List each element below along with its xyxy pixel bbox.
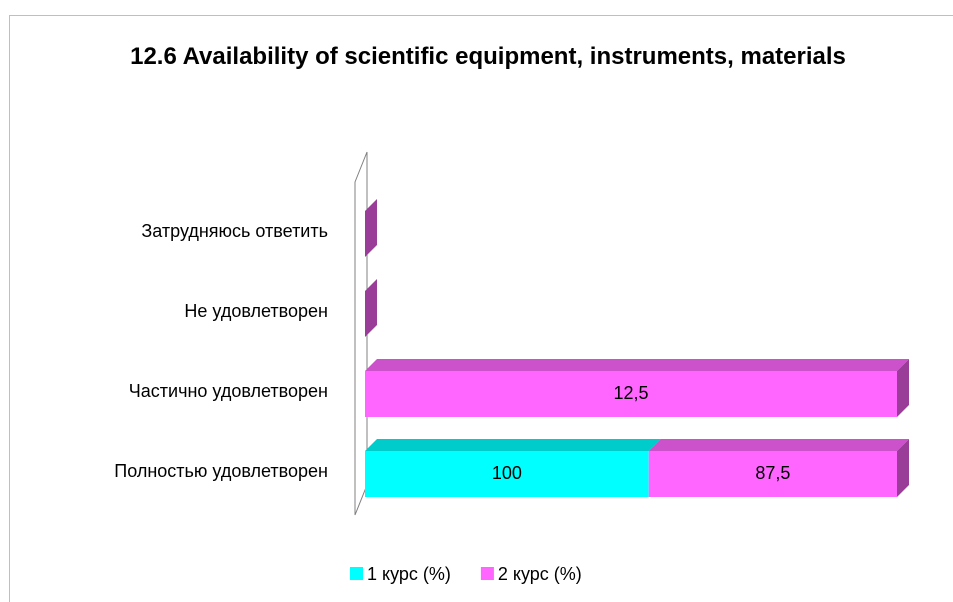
- bar-side: [897, 439, 909, 497]
- y-tick-label: Не удовлетворен: [184, 301, 328, 321]
- bar: [648, 451, 897, 497]
- bar-side: [365, 199, 377, 257]
- bar: [365, 371, 897, 417]
- bar-top: [365, 439, 661, 451]
- chart-title: 12.6 Availability of scientific equipmen…: [130, 43, 846, 70]
- legend-label: 2 курс (%): [498, 564, 582, 584]
- data-label: 100: [492, 463, 522, 483]
- chart-border: [9, 15, 953, 602]
- bar-top: [648, 439, 909, 451]
- data-label: 87,5: [755, 463, 790, 483]
- data-label: 12,5: [613, 383, 648, 403]
- legend-swatch: [480, 567, 494, 580]
- y-tick-label: Затрудняюсь ответить: [141, 221, 328, 241]
- bar-side: [897, 359, 909, 417]
- y-tick-label: Частично удовлетворен: [129, 381, 328, 401]
- legend-swatch: [350, 567, 363, 580]
- legend-label: 1 курс (%): [367, 564, 451, 584]
- bar-top: [365, 359, 909, 371]
- bar: [365, 451, 649, 497]
- y-tick-label: Полностью удовлетворен: [114, 461, 328, 481]
- bar-side: [365, 279, 377, 337]
